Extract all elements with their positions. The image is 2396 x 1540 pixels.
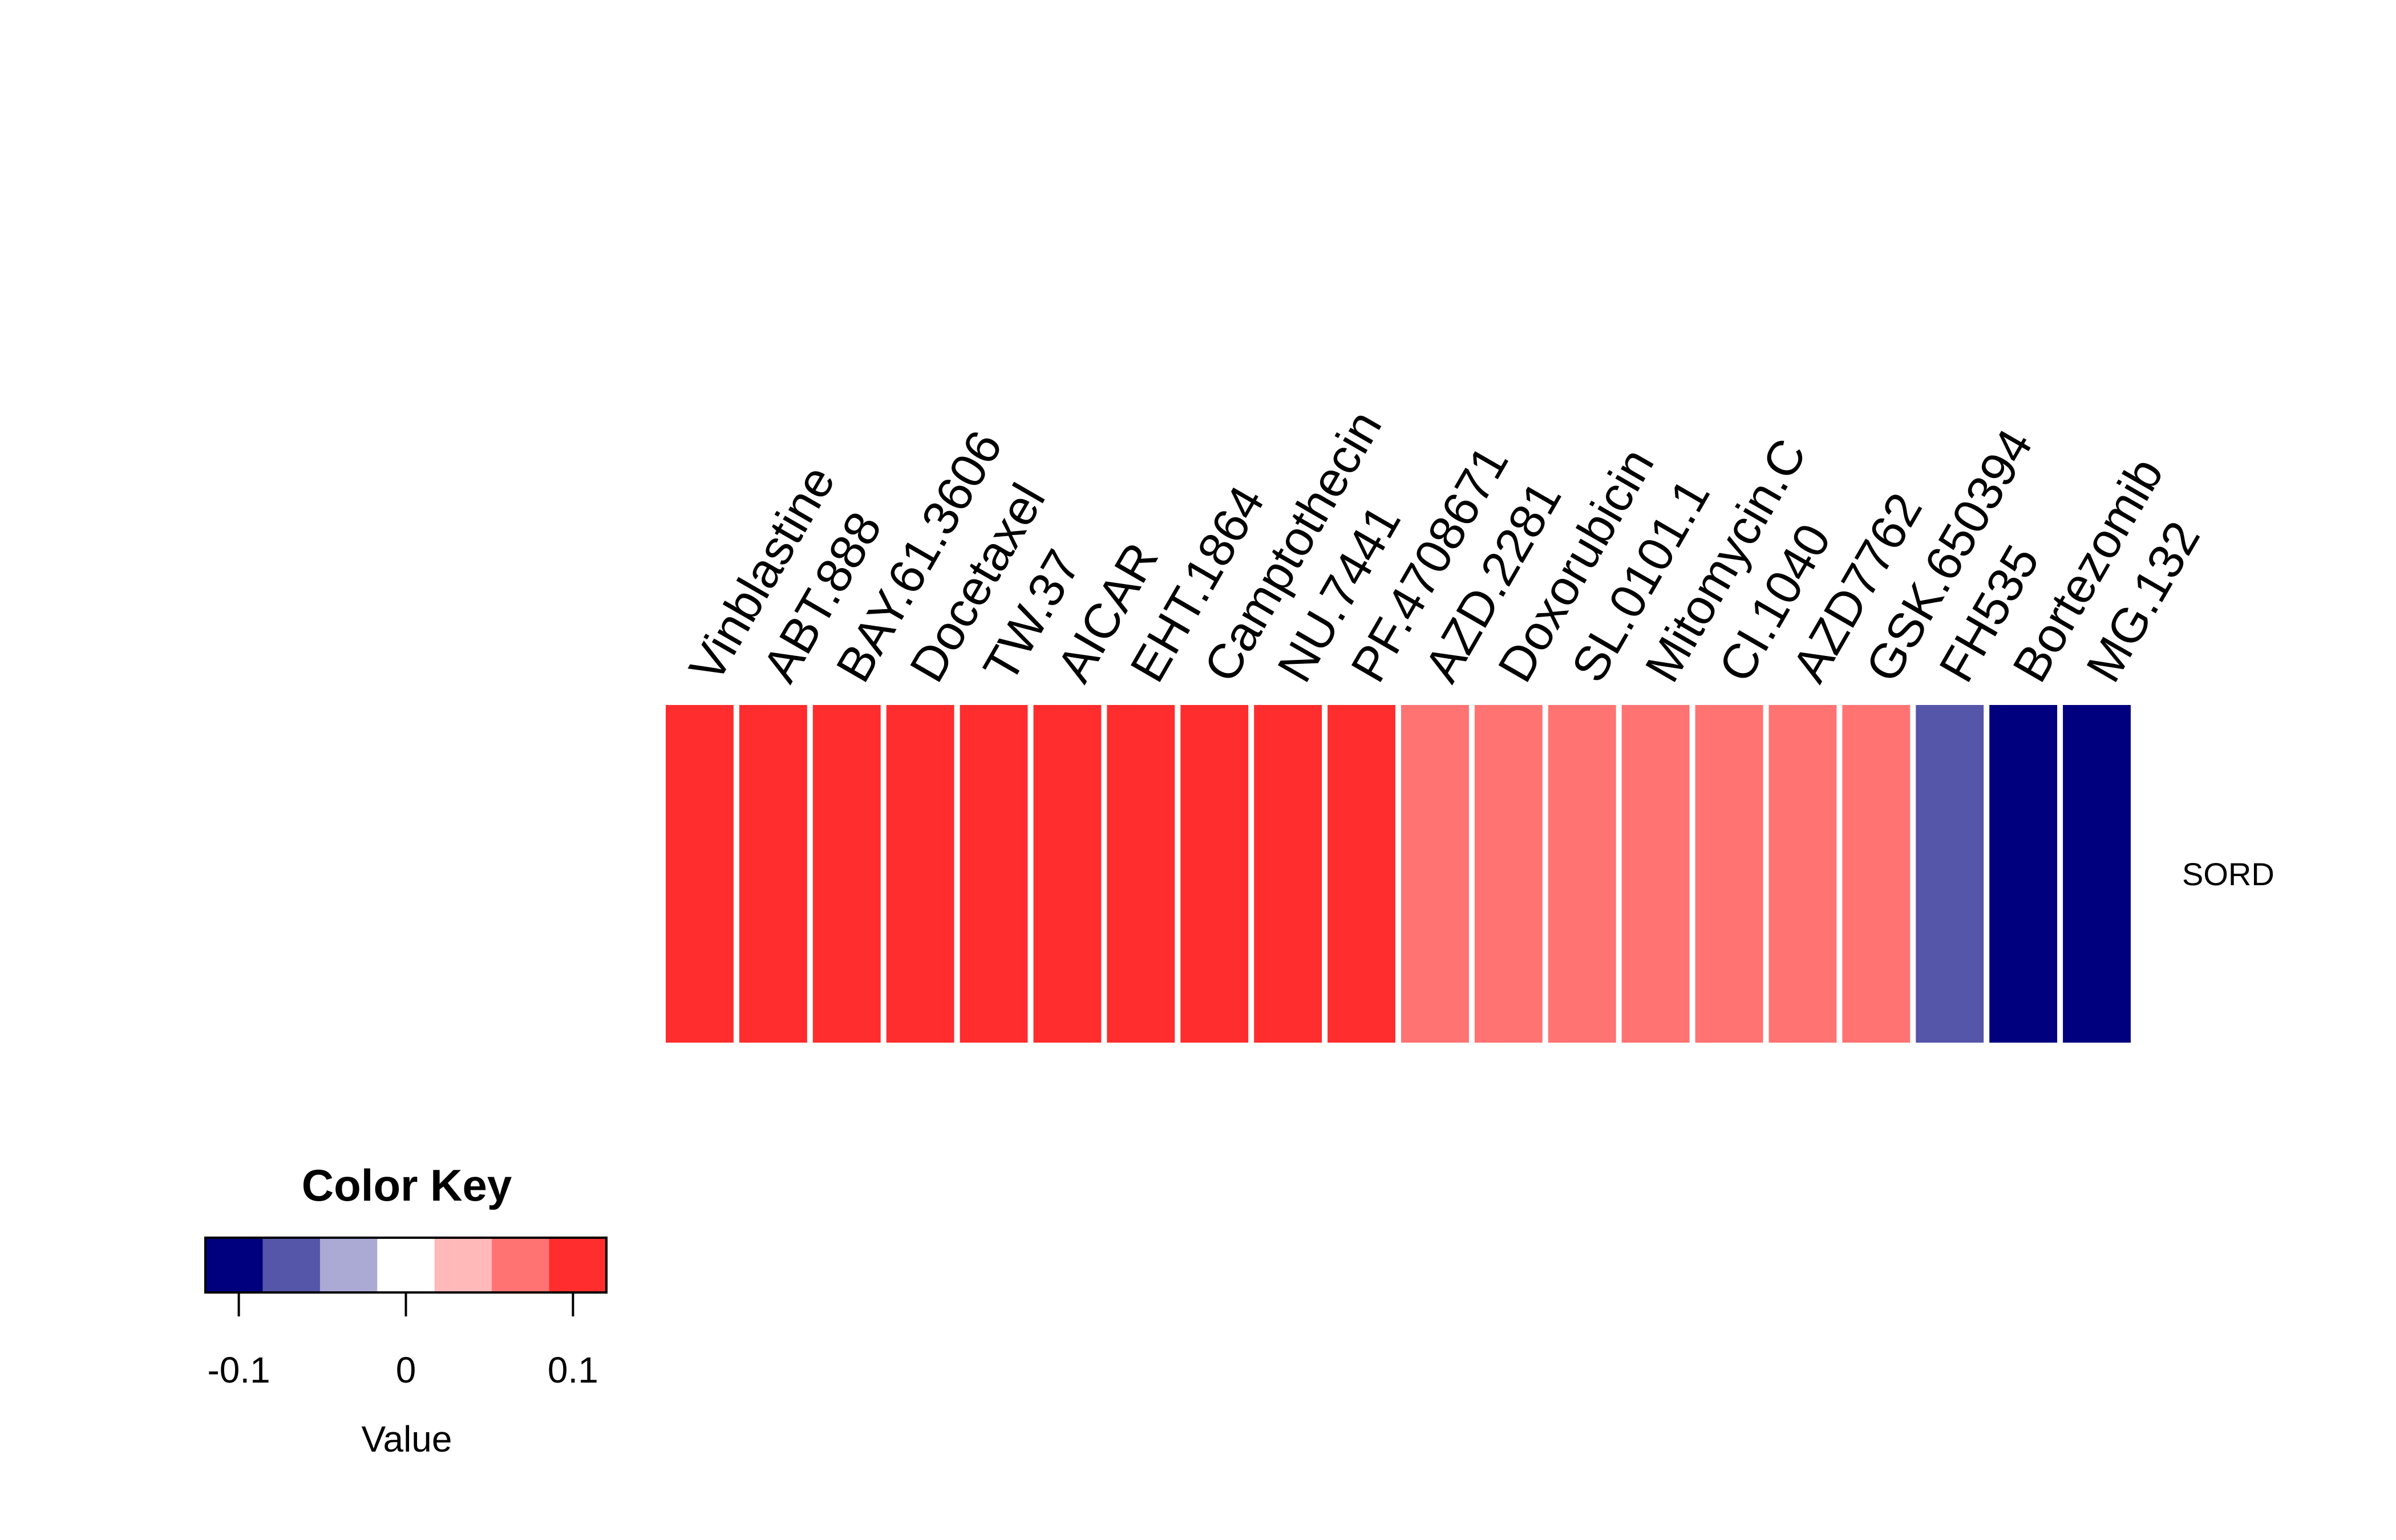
- color-key-bin: [319, 1238, 378, 1292]
- color-key-bin: [549, 1238, 607, 1292]
- column-labels: VinblastineABT.888BAY.61.3606DocetaxelTW…: [679, 402, 2211, 691]
- color-key-title: Color Key: [302, 1160, 512, 1210]
- heatmap-cell: [1548, 705, 1616, 1043]
- color-key-bins: [205, 1238, 607, 1292]
- row-labels: SORD: [2182, 856, 2274, 892]
- heatmap-cell: [1916, 705, 1984, 1043]
- heatmap-cell: [1254, 705, 1322, 1043]
- heatmap-cell: [1107, 705, 1175, 1043]
- color-key-tick-label: 0: [396, 1349, 416, 1391]
- heatmap-cell: [886, 705, 954, 1043]
- color-key-bin: [492, 1238, 549, 1292]
- color-key-bin: [205, 1238, 263, 1292]
- heatmap-cell: [1401, 705, 1469, 1043]
- color-key-bin: [262, 1238, 321, 1292]
- heatmap-cells: [666, 705, 2131, 1043]
- heatmap-cell: [1621, 705, 1690, 1043]
- row-label: SORD: [2182, 856, 2274, 892]
- heatmap-cell: [960, 705, 1028, 1043]
- heatmap-cell: [739, 705, 807, 1043]
- heatmap-cell: [1180, 705, 1249, 1043]
- color-key-tick-label: -0.1: [207, 1349, 270, 1391]
- color-key-ticks: -0.1 0 0.1: [207, 1292, 598, 1391]
- heatmap-cell: [812, 705, 881, 1043]
- heatmap-cell: [2063, 705, 2131, 1043]
- heatmap-cell: [1695, 705, 1763, 1043]
- heatmap-cell: [1327, 705, 1395, 1043]
- heatmap-cell: [1842, 705, 1911, 1043]
- heatmap-cell: [1768, 705, 1837, 1043]
- color-key-tick-label: 0.1: [548, 1349, 598, 1391]
- color-key-legend: Color Key -0.1 0 0.1 Value: [204, 1160, 608, 1460]
- color-key-bin: [434, 1238, 492, 1292]
- heatmap-cell: [1989, 705, 2058, 1043]
- color-key-bin: [377, 1238, 435, 1292]
- heatmap-cell: [666, 705, 734, 1043]
- color-key-axis-label: Value: [362, 1419, 452, 1460]
- heatmap-cell: [1474, 705, 1543, 1043]
- heatmap-cell: [1033, 705, 1102, 1043]
